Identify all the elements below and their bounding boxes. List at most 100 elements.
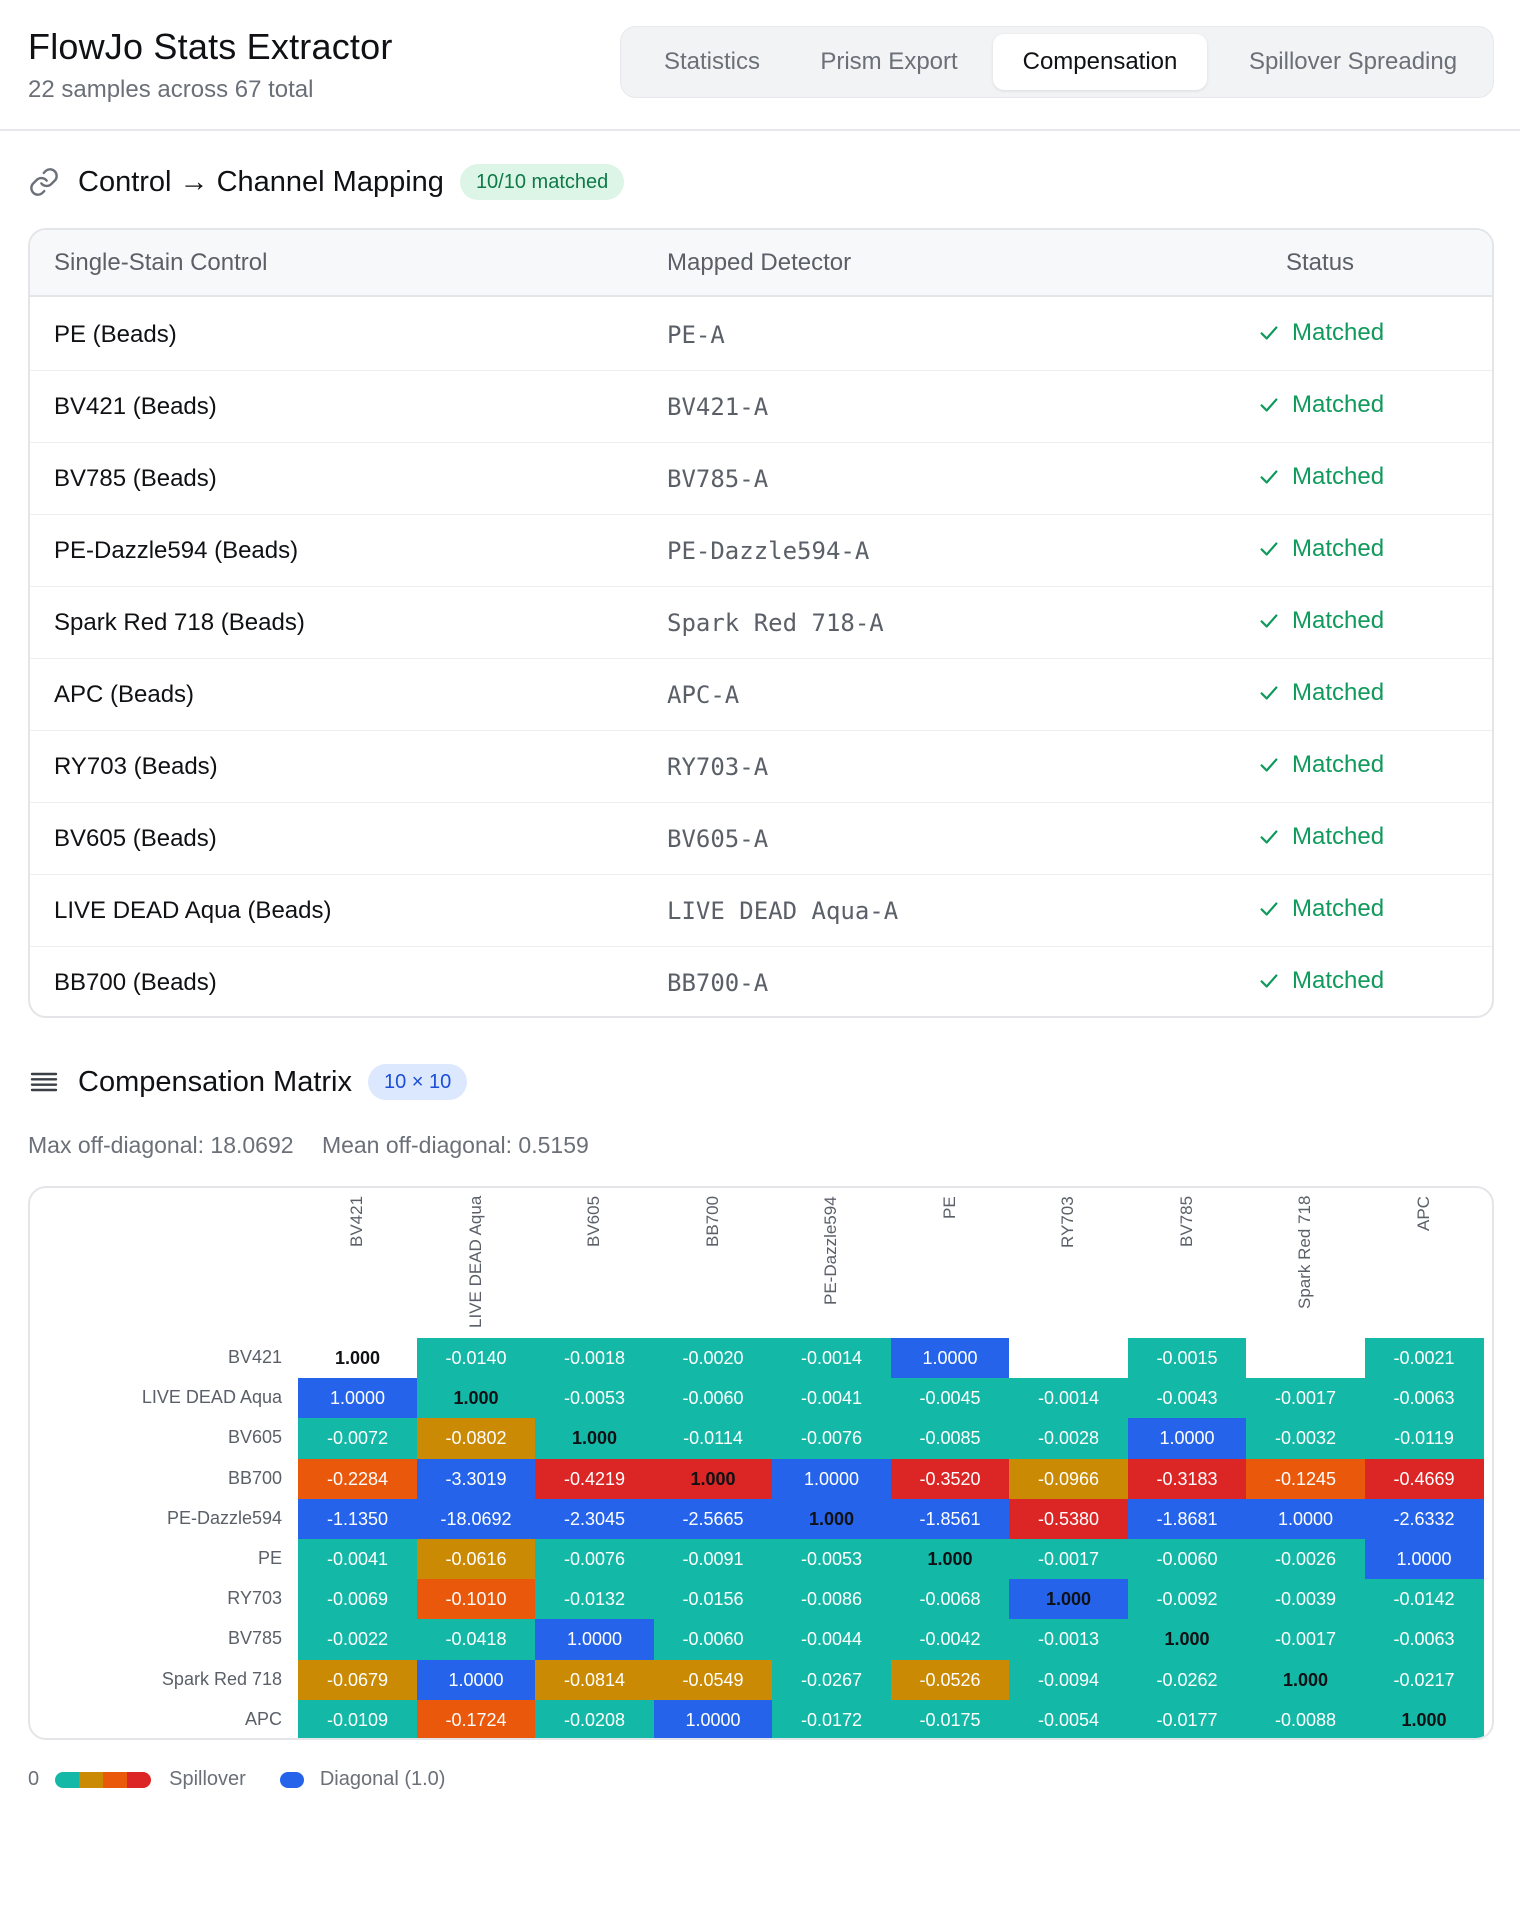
matrix-cell: -0.0109 [298, 1699, 417, 1738]
mapping-table: Single-Stain Control Mapped Detector Sta… [28, 228, 1494, 1018]
table-row: BV421 (Beads) BV421-A Matched [30, 371, 1492, 443]
status-text: Matched [1292, 751, 1385, 778]
matrix-cell: -0.0262 [1127, 1659, 1247, 1701]
matrix-cell: -0.0549 [653, 1659, 773, 1701]
matrix-cell: 1.000 [1246, 1659, 1365, 1701]
matrix-cell: -0.0068 [890, 1579, 1010, 1620]
detector-name: PE-A [667, 321, 725, 349]
matrix-cell [1246, 1338, 1365, 1379]
row-label: LIVE DEAD Aqua [141, 1387, 282, 1408]
status-badge: Matched [1258, 463, 1384, 491]
matrix-stats: Max off-diagonal: 18.0692 Mean off-diago… [28, 1132, 589, 1159]
tab-compensation[interactable]: Compensation [993, 34, 1207, 90]
matrix-cell: 1.000 [1364, 1699, 1484, 1738]
control-name: BB700 (Beads) [54, 969, 217, 996]
legend-spillover-gradient [55, 1771, 152, 1788]
row-label: BV605 [227, 1427, 282, 1448]
table-row: PE-Dazzle594 (Beads) PE-Dazzle594-A Matche… [30, 515, 1492, 587]
column-label: BV605 [584, 1195, 604, 1247]
matrix-cell: 1.000 [1127, 1619, 1247, 1661]
status-text: Matched [1292, 535, 1385, 562]
check-icon [1260, 974, 1278, 988]
matrix-size-badge: 10 × 10 [368, 1064, 468, 1100]
mapping-table-header: Single-Stain Control Mapped Detector Sta… [30, 230, 1492, 297]
matrix-cell: -0.0053 [535, 1378, 654, 1419]
matrix-cell: -0.0060 [653, 1619, 773, 1661]
matrix-cell: -0.0021 [1364, 1338, 1484, 1379]
table-row: Spark Red 718 (Beads) Spark Red 718-A Matc… [30, 587, 1492, 659]
matrix-cell: 1.000 [890, 1539, 1010, 1580]
row-label: BB700 [227, 1467, 282, 1488]
matrix-cell: -0.0060 [1127, 1539, 1247, 1580]
matrix-cell: -0.0028 [1009, 1418, 1128, 1460]
matrix-cell: -0.0045 [890, 1378, 1010, 1419]
table-row: RY703 (Beads) RY703-A Matched [30, 731, 1492, 803]
detector-name: BV785-A [667, 465, 769, 493]
matrix-cell: 1.000 [416, 1378, 536, 1419]
matrix-cell: -0.4669 [1364, 1458, 1484, 1500]
detector-name: LIVE DEAD Aqua-A [667, 897, 899, 925]
matrix-cell: -0.0017 [1009, 1539, 1128, 1580]
status-badge: Matched [1258, 679, 1384, 707]
matrix-cell: -0.0119 [1364, 1418, 1484, 1460]
matrix-cell: -0.0526 [890, 1659, 1010, 1701]
matrix-cell: -0.0039 [1246, 1579, 1365, 1620]
matrix-cell: -0.0076 [535, 1539, 654, 1580]
control-name: Spark Red 718 (Beads) [54, 609, 305, 636]
matrix-cell: -0.0041 [772, 1378, 891, 1419]
matrix-cell: -0.0140 [416, 1338, 536, 1379]
matrix-cell: -0.0044 [772, 1619, 891, 1661]
matrix-cell: 1.0000 [772, 1458, 891, 1500]
matrix-cell: -0.0018 [535, 1338, 654, 1379]
detector-name: RY703-A [667, 753, 769, 781]
legend-diagonal-label: Diagonal (1.0) [319, 1768, 446, 1790]
column-label: BB700 [702, 1195, 722, 1247]
detector-name: BV421-A [667, 393, 769, 421]
table-row: PE (Beads) PE-A Matched [30, 299, 1492, 371]
matrix-cell: 1.0000 [1246, 1498, 1365, 1540]
matrix-cell: -0.1245 [1246, 1458, 1365, 1500]
matrix-cell: -0.0418 [416, 1619, 536, 1661]
mapping-title: Control → Channel Mapping [78, 165, 444, 198]
control-name: PE-Dazzle594 (Beads) [54, 537, 299, 564]
legend-diagonal-swatch [279, 1771, 304, 1788]
matrix-cell: -0.0032 [1246, 1418, 1365, 1460]
matrix-cell: -0.0042 [890, 1619, 1010, 1661]
matrix-cell: 1.0000 [535, 1619, 654, 1661]
matrix-cell: -0.0026 [1246, 1539, 1365, 1580]
matrix-heading: Compensation Matrix 10 × 10 [28, 1064, 468, 1100]
matrix-cell: -0.0076 [772, 1418, 891, 1460]
check-icon [1260, 326, 1278, 340]
matrix-cell: -0.0054 [1009, 1699, 1128, 1738]
matrix-cell: -0.0208 [535, 1699, 654, 1738]
row-label: BV421 [227, 1347, 282, 1367]
column-label: BV421 [347, 1195, 367, 1247]
matrix-cell: 1.000 [653, 1458, 773, 1500]
control-name: BV605 (Beads) [54, 825, 217, 852]
matrix-cell [1009, 1338, 1128, 1379]
matrix-cell: -0.0177 [1127, 1699, 1247, 1738]
row-label: BV785 [227, 1628, 282, 1649]
matrix-cell: 1.0000 [890, 1338, 1010, 1379]
status-badge: Matched [1258, 319, 1384, 347]
matrix-cell: -0.0156 [653, 1579, 773, 1620]
matrix-cell: 1.0000 [298, 1378, 417, 1419]
tab-spillover-spreading[interactable]: Spillover Spreading [1248, 48, 1458, 75]
control-name: BV421 (Beads) [54, 393, 217, 420]
matrix-cell: -0.0086 [772, 1579, 891, 1620]
mean-off-diagonal: Mean off-diagonal: 0.5159 [321, 1132, 589, 1158]
matrix-cell: -0.0053 [772, 1539, 891, 1580]
tab-statistics[interactable]: Statistics [663, 48, 761, 75]
detector-name: APC-A [667, 681, 740, 709]
table-row: BV605 (Beads) BV605-A Matched [30, 803, 1492, 875]
matrix-cell: -0.0267 [772, 1659, 891, 1701]
matrix-cell: -0.0085 [890, 1418, 1010, 1460]
tab-prism-export[interactable]: Prism Export [820, 48, 958, 75]
matrix-cell: -0.0060 [653, 1378, 773, 1419]
status-badge: Matched [1258, 895, 1384, 923]
matrix-cell: -1.8561 [890, 1498, 1010, 1540]
matrix-cell: -0.1724 [416, 1699, 536, 1738]
matrix-cell: 1.000 [1009, 1579, 1128, 1620]
matched-count-badge: 10/10 matched [459, 164, 625, 200]
column-label: PE [939, 1196, 959, 1219]
